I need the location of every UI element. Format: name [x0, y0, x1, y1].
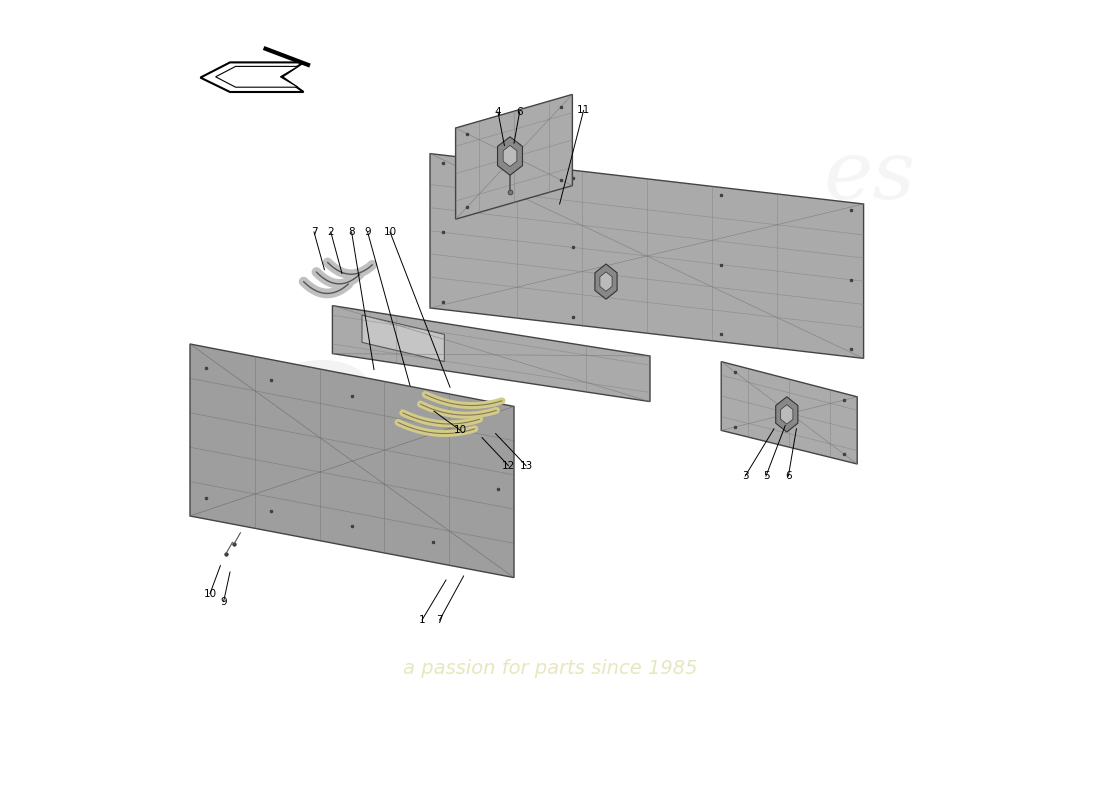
Polygon shape	[722, 362, 857, 464]
Text: es: es	[824, 136, 916, 216]
Polygon shape	[216, 66, 298, 87]
Polygon shape	[776, 397, 798, 432]
Text: 10: 10	[204, 589, 217, 598]
Polygon shape	[362, 315, 444, 362]
Text: 8: 8	[349, 227, 355, 237]
Text: 1: 1	[419, 615, 426, 625]
Text: 10: 10	[454, 426, 467, 435]
Text: 11: 11	[578, 106, 591, 115]
Polygon shape	[332, 306, 650, 402]
Text: 3: 3	[741, 471, 748, 481]
Text: 7: 7	[310, 227, 317, 237]
Text: 10: 10	[384, 227, 397, 237]
Polygon shape	[600, 272, 612, 291]
Text: 2: 2	[328, 227, 334, 237]
Text: a passion for parts since 1985: a passion for parts since 1985	[403, 658, 697, 678]
Text: 4: 4	[495, 107, 502, 117]
Text: 12: 12	[502, 461, 515, 470]
Text: 7: 7	[437, 615, 443, 625]
Text: 9: 9	[364, 227, 371, 237]
Polygon shape	[455, 94, 572, 219]
Text: 6: 6	[785, 471, 792, 481]
Polygon shape	[503, 146, 517, 166]
Text: 13: 13	[519, 461, 532, 470]
Text: 5: 5	[762, 471, 769, 481]
Polygon shape	[430, 154, 864, 358]
Text: e: e	[242, 311, 378, 521]
Polygon shape	[200, 62, 304, 92]
Polygon shape	[190, 344, 514, 578]
Text: 6: 6	[516, 107, 522, 117]
Text: 9: 9	[220, 597, 227, 606]
Polygon shape	[781, 405, 793, 424]
Polygon shape	[595, 264, 617, 299]
Polygon shape	[497, 137, 522, 175]
